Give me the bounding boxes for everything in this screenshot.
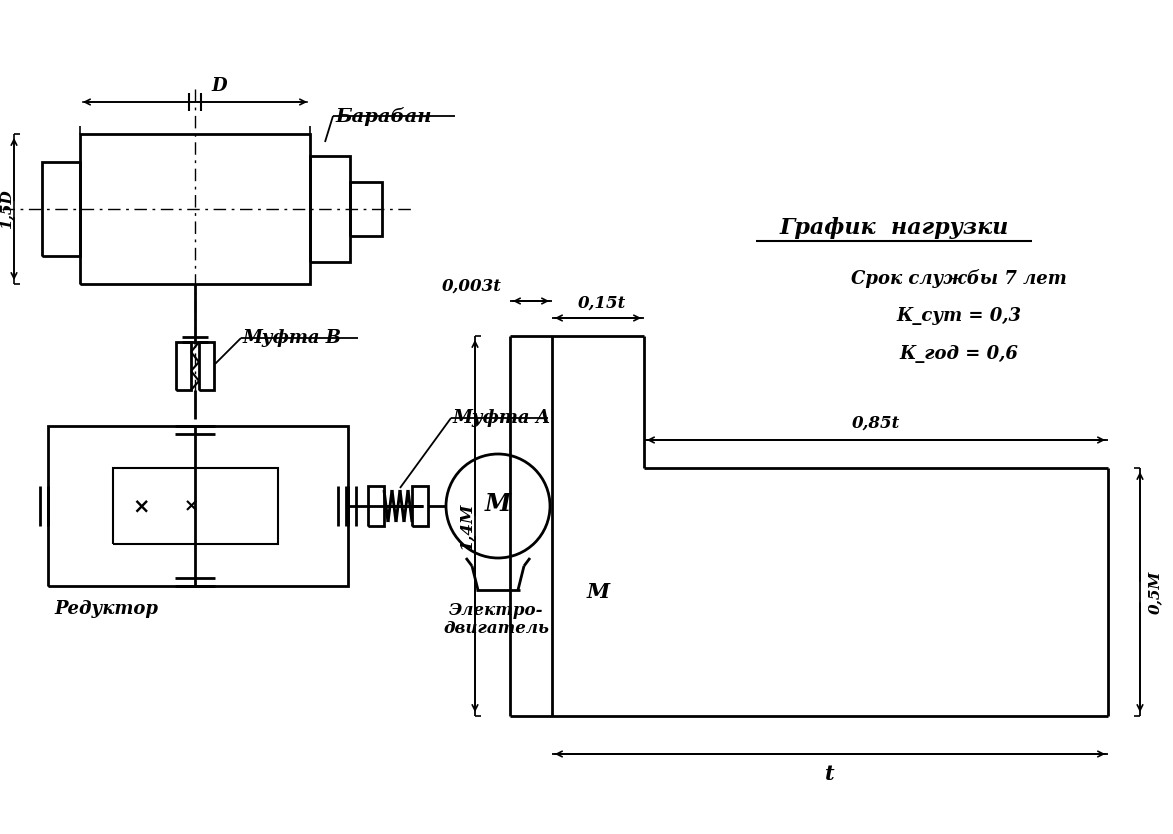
Text: двигатель: двигатель <box>443 620 549 637</box>
Text: 0,85t: 0,85t <box>852 415 900 432</box>
Text: К_год = 0,6: К_год = 0,6 <box>900 345 1018 363</box>
Text: 1,4М: 1,4М <box>459 502 475 550</box>
Text: Срок службы 7 лет: Срок службы 7 лет <box>852 269 1067 288</box>
Text: 0,5М: 0,5М <box>1148 570 1162 614</box>
Text: 0,003t: 0,003t <box>442 278 502 295</box>
Text: К_сут = 0,3: К_сут = 0,3 <box>896 307 1022 325</box>
Text: 1,5D: 1,5D <box>0 189 13 229</box>
Text: D: D <box>211 77 226 95</box>
Text: ×: × <box>183 497 198 515</box>
Text: Редуктор: Редуктор <box>54 600 158 618</box>
Text: Барабан: Барабан <box>335 107 432 125</box>
Text: М: М <box>586 582 610 602</box>
Text: Электро-: Электро- <box>449 602 543 619</box>
Text: ×: × <box>133 496 150 516</box>
Text: График  нагрузки: График нагрузки <box>779 217 1009 239</box>
Text: М: М <box>484 492 511 516</box>
Text: Муфта В: Муфта В <box>243 329 343 347</box>
Text: 0,15t: 0,15t <box>578 295 626 312</box>
Text: t: t <box>825 764 835 784</box>
Text: Муфта А: Муфта А <box>453 409 551 427</box>
